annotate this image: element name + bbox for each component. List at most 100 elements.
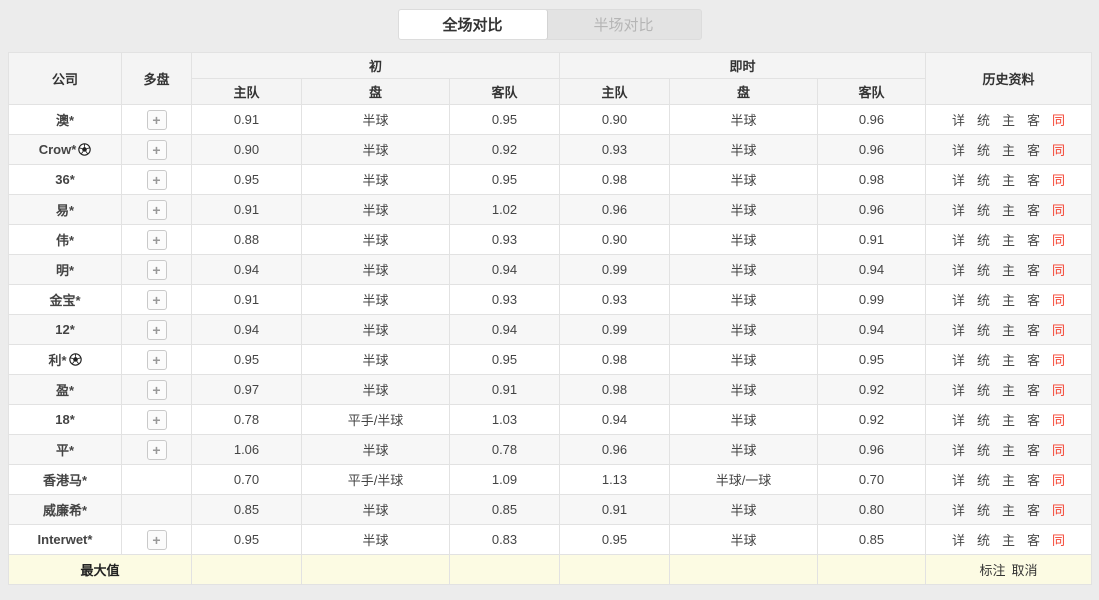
history-same-odds-link[interactable]: 同 (1052, 323, 1066, 338)
expand-multi-odds-button[interactable]: + (146, 259, 167, 280)
history-stats-link[interactable]: 统 (976, 323, 990, 338)
history-home-link[interactable]: 主 (1002, 383, 1016, 398)
history-detail-link[interactable]: 详 (951, 293, 965, 308)
history-home-link[interactable]: 主 (1002, 473, 1016, 488)
history-away-link[interactable]: 客 (1027, 473, 1041, 488)
history-away-link[interactable]: 客 (1027, 113, 1041, 128)
history-away-link[interactable]: 客 (1027, 143, 1041, 158)
history-home-link[interactable]: 主 (1002, 233, 1016, 248)
history-away-link[interactable]: 客 (1027, 353, 1041, 368)
expand-multi-odds-button[interactable]: + (146, 139, 167, 160)
history-detail-link[interactable]: 详 (951, 173, 965, 188)
history-away-link[interactable]: 客 (1027, 173, 1041, 188)
history-home-link[interactable]: 主 (1002, 413, 1016, 428)
history-detail-link[interactable]: 详 (951, 323, 965, 338)
soccer-ball-icon (78, 143, 92, 156)
expand-multi-odds-button[interactable]: + (146, 109, 167, 130)
history-home-link[interactable]: 主 (1002, 143, 1016, 158)
history-away-link[interactable]: 客 (1027, 323, 1041, 338)
expand-multi-odds-button[interactable]: + (146, 229, 167, 250)
history-detail-link[interactable]: 详 (951, 203, 965, 218)
history-away-link[interactable]: 客 (1027, 293, 1041, 308)
company-cell: 金宝* (8, 284, 122, 315)
history-stats-link[interactable]: 统 (976, 473, 990, 488)
history-home-link[interactable]: 主 (1002, 443, 1016, 458)
expand-multi-odds-button[interactable]: + (146, 319, 167, 340)
history-detail-link[interactable]: 详 (951, 533, 965, 548)
history-same-odds-link[interactable]: 同 (1052, 383, 1066, 398)
history-same-odds-link[interactable]: 同 (1052, 503, 1066, 518)
history-same-odds-link[interactable]: 同 (1052, 263, 1066, 278)
history-detail-link[interactable]: 详 (951, 503, 965, 518)
expand-multi-odds-button[interactable]: + (146, 349, 167, 370)
history-home-link[interactable]: 主 (1002, 203, 1016, 218)
history-stats-link[interactable]: 统 (976, 233, 990, 248)
expand-multi-odds-button[interactable]: + (146, 379, 167, 400)
history-same-odds-link[interactable]: 同 (1052, 473, 1066, 488)
history-same-odds-link[interactable]: 同 (1052, 233, 1066, 248)
history-detail-link[interactable]: 详 (951, 353, 965, 368)
history-away-link[interactable]: 客 (1027, 383, 1041, 398)
history-home-link[interactable]: 主 (1002, 533, 1016, 548)
initial-home-odds: 0.97 (191, 374, 302, 405)
history-stats-link[interactable]: 统 (976, 293, 990, 308)
history-home-link[interactable]: 主 (1002, 353, 1016, 368)
history-same-odds-link[interactable]: 同 (1052, 443, 1066, 458)
history-detail-link[interactable]: 详 (951, 263, 965, 278)
live-home-odds: 1.13 (559, 464, 670, 495)
history-stats-link[interactable]: 统 (976, 533, 990, 548)
header-live-handicap: 盘 (669, 78, 818, 105)
history-same-odds-link[interactable]: 同 (1052, 113, 1066, 128)
initial-home-odds: 0.94 (191, 314, 302, 345)
history-detail-link[interactable]: 详 (951, 413, 965, 428)
history-detail-link[interactable]: 详 (951, 473, 965, 488)
expand-multi-odds-button[interactable]: + (146, 169, 167, 190)
tab-full-match-comparison[interactable]: 全场对比 (398, 10, 548, 39)
history-same-odds-link[interactable]: 同 (1052, 353, 1066, 368)
history-detail-link[interactable]: 详 (951, 443, 965, 458)
history-stats-link[interactable]: 统 (976, 263, 990, 278)
history-stats-link[interactable]: 统 (976, 503, 990, 518)
history-same-odds-link[interactable]: 同 (1052, 533, 1066, 548)
history-stats-link[interactable]: 统 (976, 353, 990, 368)
history-detail-link[interactable]: 详 (951, 383, 965, 398)
history-away-link[interactable]: 客 (1027, 533, 1041, 548)
history-stats-link[interactable]: 统 (976, 413, 990, 428)
history-away-link[interactable]: 客 (1027, 443, 1041, 458)
history-stats-link[interactable]: 统 (976, 143, 990, 158)
history-stats-link[interactable]: 统 (976, 443, 990, 458)
history-home-link[interactable]: 主 (1002, 113, 1016, 128)
history-stats-link[interactable]: 统 (976, 203, 990, 218)
history-stats-link[interactable]: 统 (976, 173, 990, 188)
history-stats-link[interactable]: 统 (976, 113, 990, 128)
history-home-link[interactable]: 主 (1002, 503, 1016, 518)
history-away-link[interactable]: 客 (1027, 503, 1041, 518)
history-away-link[interactable]: 客 (1027, 413, 1041, 428)
history-away-link[interactable]: 客 (1027, 203, 1041, 218)
history-home-link[interactable]: 主 (1002, 263, 1016, 278)
history-same-odds-link[interactable]: 同 (1052, 293, 1066, 308)
history-detail-link[interactable]: 详 (951, 143, 965, 158)
mark-link[interactable]: 标注 (979, 563, 1006, 578)
history-detail-link[interactable]: 详 (951, 113, 965, 128)
history-home-link[interactable]: 主 (1002, 173, 1016, 188)
expand-multi-odds-button[interactable]: + (146, 439, 167, 460)
history-same-odds-link[interactable]: 同 (1052, 143, 1066, 158)
history-same-odds-link[interactable]: 同 (1052, 413, 1066, 428)
expand-multi-odds-button[interactable]: + (146, 289, 167, 310)
expand-multi-odds-button[interactable]: + (146, 529, 167, 550)
history-home-link[interactable]: 主 (1002, 293, 1016, 308)
tab-half-match-comparison[interactable]: 半场对比 (593, 17, 654, 34)
cancel-link[interactable]: 取消 (1011, 563, 1038, 578)
company-name: 伟* (55, 233, 75, 248)
expand-multi-odds-button[interactable]: + (146, 409, 167, 430)
history-stats-link[interactable]: 统 (976, 383, 990, 398)
history-away-link[interactable]: 客 (1027, 233, 1041, 248)
history-same-odds-link[interactable]: 同 (1052, 173, 1066, 188)
history-home-link[interactable]: 主 (1002, 323, 1016, 338)
history-detail-link[interactable]: 详 (951, 233, 965, 248)
history-away-link[interactable]: 客 (1027, 263, 1041, 278)
live-home-odds: 0.95 (559, 524, 670, 555)
history-same-odds-link[interactable]: 同 (1052, 203, 1066, 218)
expand-multi-odds-button[interactable]: + (146, 199, 167, 220)
